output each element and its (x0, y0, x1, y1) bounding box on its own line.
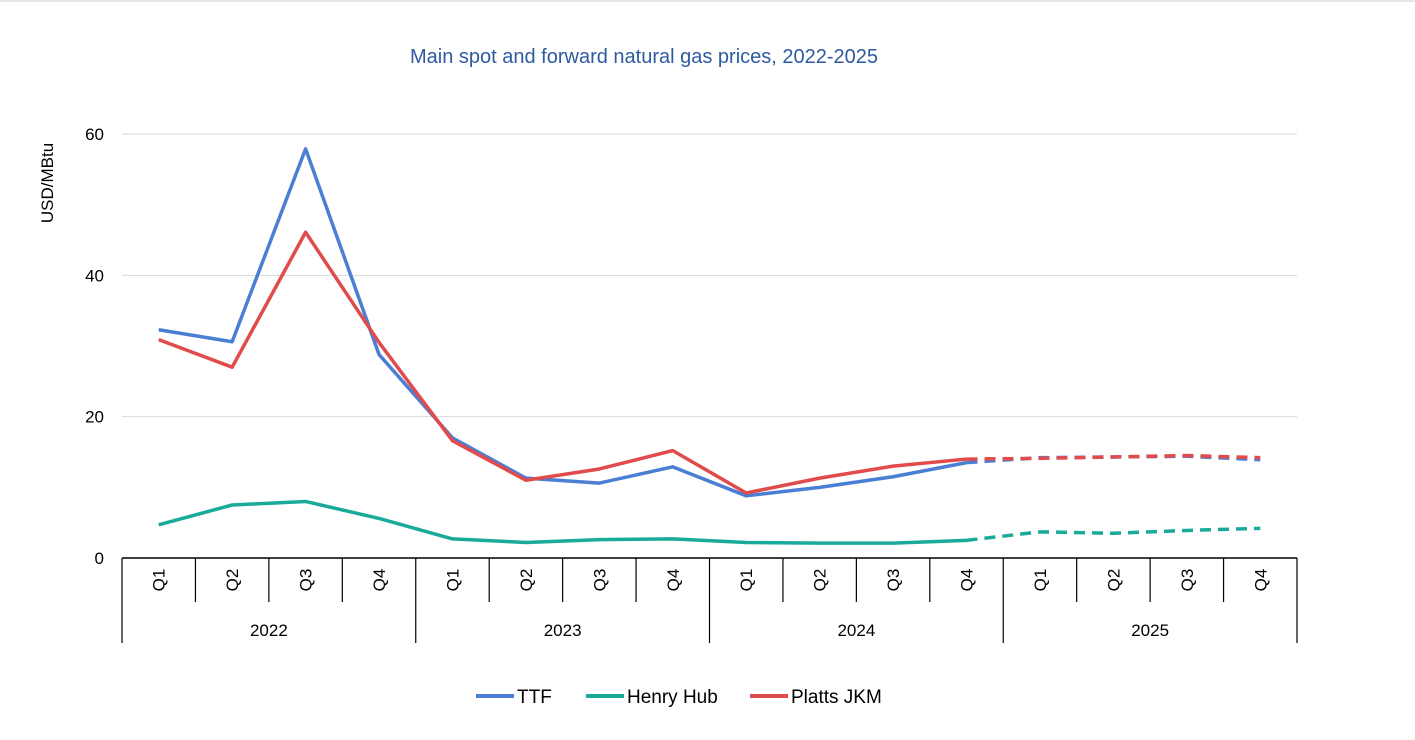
x-tick-label: Q4 (370, 569, 389, 592)
y-tick-label: 0 (95, 549, 104, 568)
x-tick-label: Q1 (1031, 569, 1050, 592)
x-tick-label: Q2 (811, 569, 830, 592)
y-axis-label: USD/MBtu (38, 143, 57, 223)
x-tick-label: Q3 (884, 569, 903, 592)
x-tick-label: Q1 (443, 569, 462, 592)
series-line-henry-hub (158, 499, 967, 545)
x-tick-label: Q2 (223, 569, 242, 592)
legend-label-henry-hub: Henry Hub (627, 687, 718, 708)
x-tick-label: Q4 (958, 569, 977, 592)
x-tick-label: Q2 (1104, 569, 1123, 592)
chart-title: Main spot and forward natural gas prices… (410, 46, 878, 68)
year-label: 2025 (1131, 621, 1169, 640)
legend-label-ttf: TTF (517, 687, 552, 708)
series-line-platts-jkm (158, 230, 967, 495)
x-tick-label: Q3 (297, 569, 316, 592)
series-line-ttf (158, 147, 967, 498)
year-label: 2023 (544, 621, 582, 640)
x-tick-label: Q4 (664, 569, 683, 592)
series-forward-line-henry-hub (966, 526, 1261, 543)
series-forward-line-platts-jkm (966, 453, 1261, 461)
x-tick-label: Q4 (1251, 569, 1270, 592)
legend-label-platts-jkm: Platts JKM (791, 687, 882, 708)
x-tick-label: Q1 (150, 569, 169, 592)
year-label: 2022 (250, 621, 288, 640)
top-divider (0, 0, 1415, 2)
y-tick-label: 20 (85, 408, 104, 427)
year-label: 2024 (837, 621, 875, 640)
y-tick-label: 60 (85, 125, 104, 144)
x-tick-label: Q3 (1178, 569, 1197, 592)
y-tick-label: 40 (85, 266, 104, 285)
x-tick-label: Q3 (590, 569, 609, 592)
x-tick-label: Q1 (737, 569, 756, 592)
x-tick-label: Q2 (517, 569, 536, 592)
